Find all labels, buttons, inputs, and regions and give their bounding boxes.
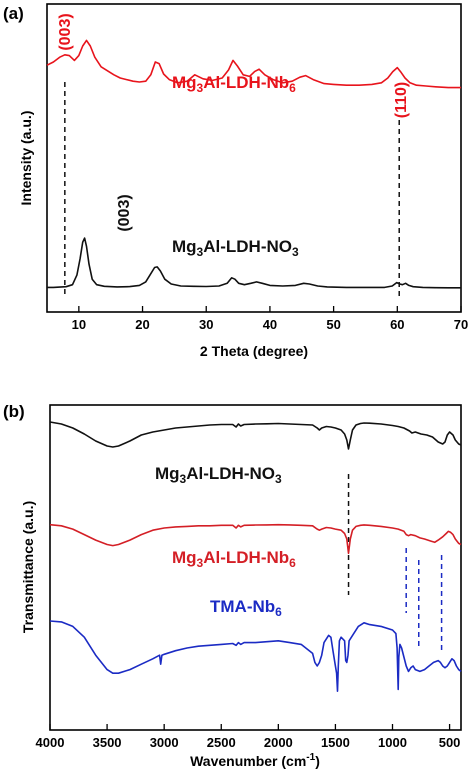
panel-a-y-axis-title: Intensity (a.u.) — [18, 111, 34, 206]
panel-b: (b) 4000 3500 3000 2500 2000 1500 1000 500 Tran… — [3, 402, 462, 769]
peak-label-003-no3: (003) — [116, 194, 133, 231]
x-tick-label: 60 — [390, 317, 404, 332]
panel-b-series-label-tma: TMA-Nb6 — [210, 597, 282, 619]
panel-a-label: (a) — [3, 4, 24, 23]
panel-a-guides — [64, 82, 400, 296]
x-tick-label: 1500 — [321, 735, 350, 750]
series-line — [47, 237, 461, 289]
panel-b-series-label-nb6: Mg3Al-LDH-Nb6 — [172, 548, 296, 570]
panel-a: (a) 10 20 30 40 50 60 70 Intensity (a.u.) 2 Th… — [3, 3, 468, 359]
x-tick-label: 4000 — [36, 735, 65, 750]
panel-b-traces — [49, 421, 462, 692]
series-line — [46, 39, 461, 89]
x-tick-label: 50 — [326, 317, 340, 332]
panel-a-x-ticks: 10 20 30 40 50 60 70 — [72, 306, 468, 332]
series-line — [49, 523, 462, 555]
x-tick-label: 3000 — [150, 735, 179, 750]
x-tick-label: 1000 — [378, 735, 407, 750]
x-tick-label: 500 — [439, 735, 461, 750]
panel-b-x-ticks: 4000 3500 3000 2500 2000 1500 1000 500 — [36, 724, 461, 750]
panel-a-series-label-nb6: Mg3Al-LDH-Nb6 — [172, 73, 296, 95]
panel-b-label: (b) — [3, 402, 25, 421]
panel-a-x-axis-title: 2 Theta (degree) — [200, 343, 308, 359]
peak-label-003-nb6: (003) — [57, 13, 74, 50]
x-tick-label: 70 — [454, 317, 468, 332]
panel-a-plot-frame — [46, 3, 462, 313]
panel-b-plot-frame — [49, 404, 462, 731]
x-tick-label: 40 — [263, 317, 277, 332]
series-line — [49, 620, 462, 692]
x-tick-label: 30 — [199, 317, 213, 332]
peak-label-110-nb6: (110) — [393, 82, 410, 118]
x-tick-label: 20 — [135, 317, 149, 332]
panel-b-series-label-no3: Mg3Al-LDH-NO3 — [155, 464, 282, 486]
panel-b-x-axis-title: Wavenumber (cm-1) — [190, 752, 320, 769]
x-tick-label: 10 — [72, 317, 86, 332]
panel-a-series-label-no3: Mg3Al-LDH-NO3 — [172, 237, 299, 259]
panel-b-guides — [347, 474, 443, 650]
panel-b-y-axis-title: Transmittance (a.u.) — [20, 501, 36, 633]
x-tick-label: 2000 — [264, 735, 293, 750]
x-tick-label: 3500 — [93, 735, 122, 750]
series-line — [49, 421, 462, 450]
panel-a-traces — [46, 39, 461, 289]
x-tick-label: 2500 — [207, 735, 236, 750]
